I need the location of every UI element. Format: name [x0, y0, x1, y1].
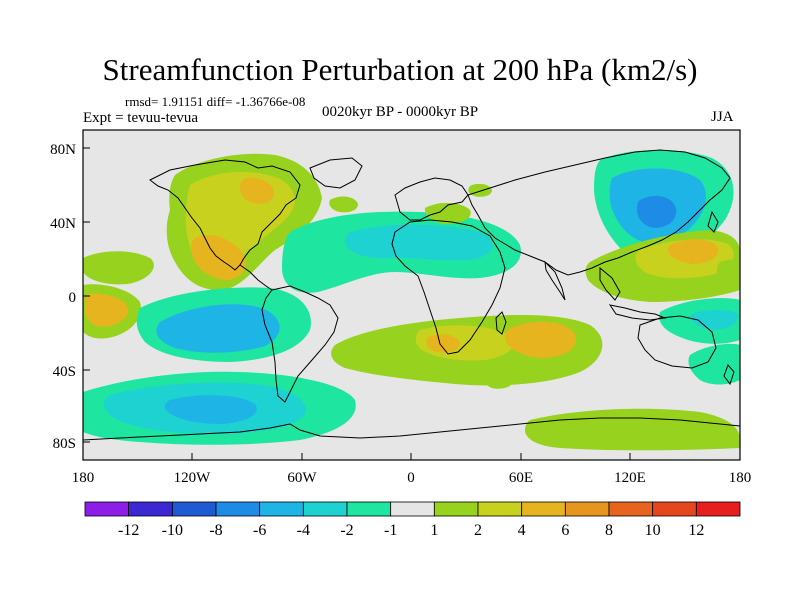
coast-south-america — [261, 285, 339, 403]
contour-asia-neg6 — [636, 195, 677, 228]
coast-india — [544, 260, 566, 301]
colorbar-label-0: -12 — [118, 522, 139, 539]
x-tick-label-180e: 180 — [729, 470, 752, 486]
colorbar-label-5: -2 — [340, 522, 353, 539]
y-tick-40s: 40S — [53, 364, 90, 380]
contour-europe-pos — [424, 202, 471, 224]
contour-north-africa-pos — [468, 183, 492, 197]
colorbar-label-2: -8 — [209, 522, 222, 539]
x-tick-label-120e: 120E — [614, 470, 646, 486]
colorbar-box-9 — [477, 501, 523, 517]
x-tick-120e: 120E — [614, 453, 646, 486]
y-tick-label-0: 0 — [69, 290, 77, 306]
contour-north-pacific-pos — [83, 251, 154, 285]
colorbar-box-13 — [652, 501, 697, 517]
contour-tasman-neg — [688, 343, 740, 385]
x-tick-0: 0 — [407, 453, 415, 486]
y-tick-label-80n: 80N — [50, 142, 76, 158]
colorbar-label-1: -10 — [162, 522, 183, 539]
x-tick-label-60e: 60E — [509, 470, 533, 486]
colorbar-box-1 — [128, 501, 173, 517]
y-tick-80n: 80N — [50, 142, 90, 158]
contour-atlantic-neg4 — [345, 224, 493, 261]
x-tick-60w: 60W — [287, 453, 317, 486]
y-tick-label-40n: 40N — [50, 216, 76, 232]
colorbar-box-10 — [521, 501, 566, 517]
colorbar-label-4: -4 — [297, 522, 310, 539]
x-tick-label-120w: 120W — [174, 470, 212, 486]
coast-north-america — [149, 159, 301, 271]
coast-greenland — [309, 157, 363, 189]
contour-south-pacific-small-pos — [486, 375, 512, 389]
contour-south-indian-pos6 — [505, 321, 576, 358]
colorbar-box-0 — [84, 501, 130, 517]
coast-southeast-asia — [599, 266, 621, 301]
coast-australia — [637, 315, 717, 369]
coast-eurasia — [467, 149, 731, 276]
coast-madagascar — [495, 311, 507, 335]
coast-antarctica — [83, 417, 740, 441]
y-tick-label-80s: 80S — [53, 436, 76, 452]
y-tick-40n: 40N — [50, 216, 90, 232]
contour-north-america-pos6 — [239, 177, 275, 204]
colorbar-box-3 — [215, 501, 261, 517]
colorbar-box-6 — [346, 501, 392, 517]
chart-title: Streamfunction Perturbation at 200 hPa (… — [102, 52, 698, 87]
coastlines — [83, 149, 740, 441]
colorbar: -12 -10 -8 -6 -4 -2 -1 1 2 4 6 8 10 12 — [84, 501, 741, 539]
coast-new-zealand — [723, 364, 735, 386]
y-tick-label-40s: 40S — [53, 364, 76, 380]
x-tick-180w: 180 — [72, 453, 95, 486]
colorbar-label-3: -6 — [253, 522, 266, 539]
coast-japan — [707, 210, 719, 233]
colorbar-box-7 — [390, 501, 435, 517]
x-tick-180e: 180 — [729, 453, 752, 486]
contour-north-atlantic-pos — [329, 196, 358, 213]
coast-europe — [394, 177, 469, 221]
contour-southern-ocean-neg6 — [164, 395, 257, 424]
colorbar-box-12 — [608, 501, 654, 517]
colorbar-label-12: 10 — [645, 522, 661, 539]
colorbar-box-8 — [433, 501, 479, 517]
stats-line: rmsd= 1.91151 diff= -1.36766e-08 — [125, 94, 306, 109]
x-tick-120w: 120W — [174, 453, 212, 486]
contour-australia-neg4 — [690, 309, 739, 330]
colorbar-label-9: 4 — [518, 522, 526, 539]
x-tick-60e: 60E — [509, 453, 533, 486]
contour-field — [83, 130, 740, 460]
experiment-label: Expt = tevuu-tevua — [83, 110, 199, 126]
y-axis: 80N 40N 0 40S 80S — [50, 142, 90, 452]
colorbar-box-4 — [259, 501, 304, 517]
contour-south-pacific-neg4 — [156, 304, 280, 353]
contour-east-pacific-pos — [716, 259, 740, 285]
x-tick-label-60w: 60W — [287, 470, 317, 486]
colorbar-label-11: 8 — [605, 522, 613, 539]
coast-central-america — [239, 264, 273, 291]
colorbar-label-7: 1 — [430, 522, 438, 539]
contour-equatorial-pacific-pos4 — [85, 293, 129, 327]
x-axis: 180 120W 60W 0 60E 120E 180 — [72, 453, 752, 486]
season-label: JJA — [711, 109, 734, 125]
colorbar-label-13: 12 — [688, 522, 704, 539]
colorbar-box-11 — [564, 501, 610, 517]
colorbar-box-2 — [171, 501, 217, 517]
colorbar-box-5 — [302, 501, 348, 517]
x-tick-label-180w: 180 — [72, 470, 95, 486]
colorbar-label-10: 6 — [561, 522, 569, 539]
colorbar-box-14 — [695, 501, 741, 517]
contour-antarctic-pos — [525, 408, 740, 451]
colorbar-label-8: 2 — [474, 522, 482, 539]
contour-south-atlantic-pos6 — [426, 334, 460, 353]
period-label: 0020kyr BP - 0000kyr BP — [322, 104, 479, 120]
y-tick-80s: 80S — [53, 436, 90, 452]
x-tick-label-0: 0 — [407, 470, 415, 486]
contour-west-pacific-pos6 — [668, 239, 719, 264]
coast-africa — [391, 219, 506, 355]
y-tick-0: 0 — [69, 290, 90, 306]
colorbar-label-6: -1 — [384, 522, 397, 539]
